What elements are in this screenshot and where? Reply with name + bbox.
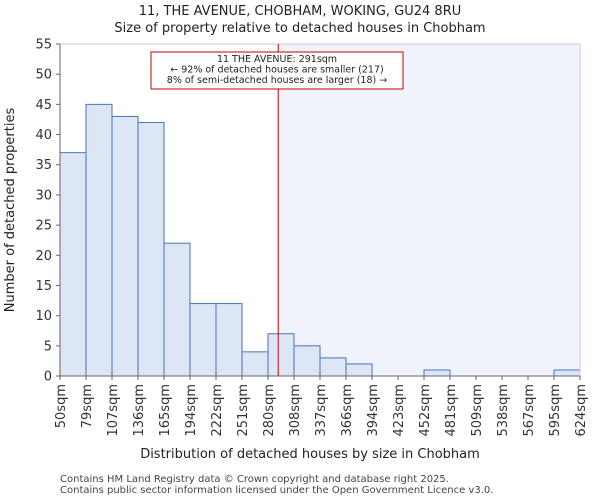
x-tick-label: 394sqm xyxy=(366,384,381,437)
y-tick-label: 10 xyxy=(35,309,52,324)
x-tick-label: 50sqm xyxy=(54,384,69,428)
x-tick-label: 595sqm xyxy=(548,384,563,437)
y-tick-label: 20 xyxy=(35,249,52,264)
annotation-line-2: ← 92% of detached houses are smaller (21… xyxy=(170,65,383,76)
y-tick-label: 50 xyxy=(35,68,52,83)
y-axis-label: Number of detached properties xyxy=(3,108,18,313)
x-tick-label: 251sqm xyxy=(236,384,251,437)
x-tick-label: 366sqm xyxy=(340,384,355,437)
y-tick-label: 55 xyxy=(35,38,52,53)
highlight-region xyxy=(278,44,580,376)
bar xyxy=(163,242,191,377)
bar xyxy=(423,369,451,377)
footer-line2: Contains public sector information licen… xyxy=(60,485,494,496)
y-tick-label: 45 xyxy=(35,98,52,113)
y-tick-label: 15 xyxy=(35,279,52,294)
bar xyxy=(319,357,347,377)
bar xyxy=(189,303,217,377)
y-tick-label: 25 xyxy=(35,219,52,234)
annotation-box xyxy=(150,51,404,90)
bar xyxy=(111,115,139,377)
y-tick-label: 35 xyxy=(35,158,52,173)
x-tick-label: 136sqm xyxy=(132,384,147,437)
x-tick-label: 107sqm xyxy=(106,384,121,437)
annotation-line-1: 11 THE AVENUE: 291sqm xyxy=(217,54,337,65)
x-axis-label: Distribution of detached houses by size … xyxy=(140,447,480,462)
chart-title-line1: 11, THE AVENUE, CHOBHAM, WOKING, GU24 8R… xyxy=(138,4,462,19)
bar xyxy=(137,121,165,377)
chart-title-line2: Size of property relative to detached ho… xyxy=(114,21,486,36)
bar xyxy=(241,351,269,377)
x-tick-label: 194sqm xyxy=(184,384,199,437)
x-tick-label: 509sqm xyxy=(470,384,485,437)
x-tick-label: 280sqm xyxy=(262,384,277,437)
y-tick-label: 40 xyxy=(35,128,52,143)
x-tick-label: 308sqm xyxy=(288,384,303,437)
bar xyxy=(293,345,321,377)
x-tick-label: 423sqm xyxy=(392,384,407,437)
bar xyxy=(267,333,295,377)
y-tick-label: 5 xyxy=(44,339,52,354)
annotation-line-3: 8% of semi-detached houses are larger (1… xyxy=(167,75,387,86)
x-tick-label: 624sqm xyxy=(574,384,589,437)
x-tick-label: 79sqm xyxy=(80,384,95,428)
bar xyxy=(215,303,243,377)
bar-chart: 0 5 10 15 20 25 30 35 40 45 50 55 50sqm 79sqm 107sqm 1… xyxy=(3,38,589,463)
bar xyxy=(59,152,87,377)
x-tick-label: 165sqm xyxy=(158,384,173,437)
x-tick-label: 452sqm xyxy=(418,384,433,437)
bar xyxy=(345,363,373,377)
footer-line1: Contains HM Land Registry data © Crown c… xyxy=(60,474,449,485)
x-tick-label: 222sqm xyxy=(210,384,225,437)
y-tick-label: 0 xyxy=(44,370,52,385)
bar xyxy=(85,103,113,377)
x-tick-label: 538sqm xyxy=(496,384,511,437)
x-tick-label: 337sqm xyxy=(314,384,329,437)
y-tick-label: 30 xyxy=(35,188,52,203)
bar xyxy=(553,369,581,377)
x-tick-label: 567sqm xyxy=(522,384,537,437)
x-tick-label: 481sqm xyxy=(444,384,459,437)
